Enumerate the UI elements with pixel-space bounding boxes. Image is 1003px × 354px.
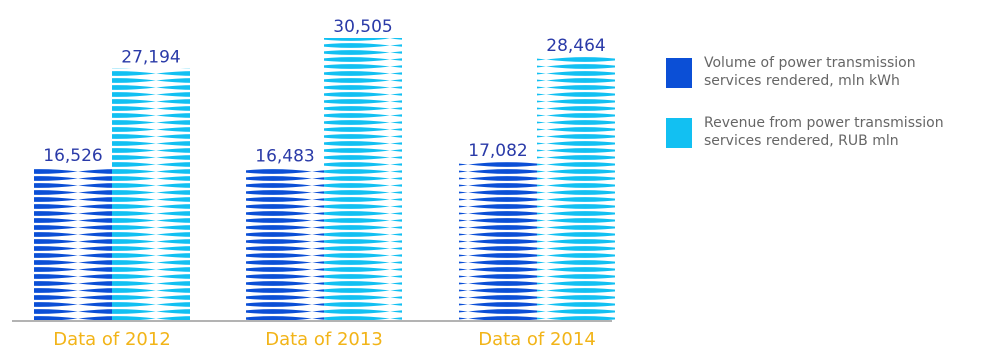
legend-label-2-line-1: Revenue from power transmission [704, 115, 944, 131]
legend-swatch-2 [666, 118, 692, 148]
legend-label-1-line-1: Volume of power transmission [704, 55, 916, 71]
legend-swatch-1 [666, 58, 692, 88]
bar-revenue-1 [112, 68, 190, 321]
value-label-revenue-1: 27,194 [121, 48, 180, 68]
legend-label-2-line-2: services rendered, RUB mln [704, 133, 899, 149]
legend-label-1-line-2: services rendered, mln kWh [704, 73, 900, 89]
bar-volume-3 [459, 162, 537, 320]
value-labels-group: 16,526 27,194 16,483 30,505 17,082 28,464 [43, 17, 605, 167]
category-label-3: Data of 2014 [478, 329, 596, 350]
category-labels-group: Data of 2012 Data of 2013 Data of 2014 [53, 329, 596, 350]
value-label-revenue-3: 28,464 [546, 36, 605, 56]
bar-revenue-3 [537, 56, 615, 320]
bar-volume-1 [34, 167, 112, 320]
bar-volume-2 [246, 167, 324, 320]
value-label-volume-2: 16,483 [255, 147, 314, 167]
bars-group [34, 38, 615, 321]
value-label-volume-3: 17,082 [468, 141, 527, 161]
category-label-2: Data of 2013 [265, 329, 383, 350]
category-label-1: Data of 2012 [53, 329, 171, 350]
value-label-revenue-2: 30,505 [333, 17, 392, 37]
value-label-volume-1: 16,526 [43, 146, 102, 166]
legend: Volume of power transmission services ren… [666, 55, 944, 149]
bar-revenue-2 [324, 38, 402, 320]
